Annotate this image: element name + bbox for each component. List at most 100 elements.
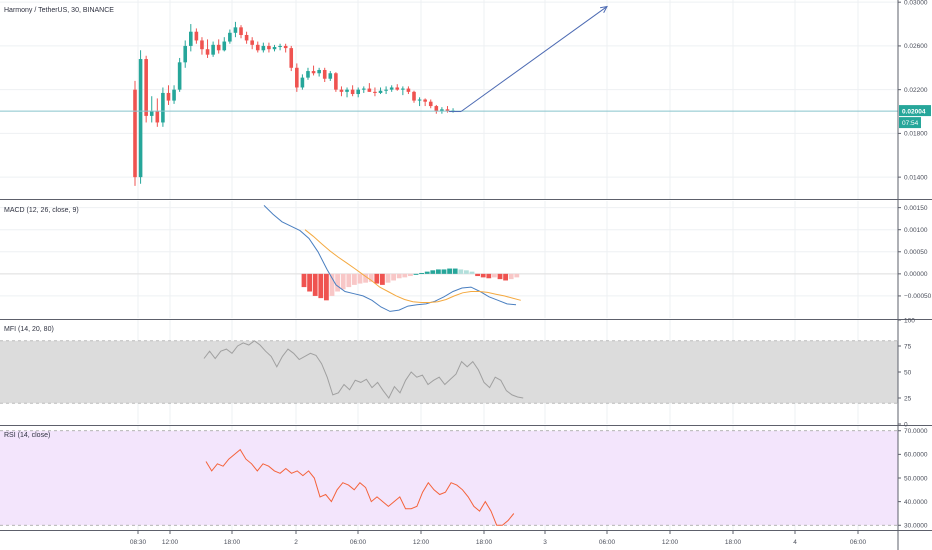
candle [300, 74, 305, 90]
countdown-badge [899, 117, 921, 129]
candle [255, 41, 260, 53]
macd-histogram-bar [380, 273, 385, 285]
candle-body [345, 89, 349, 92]
candle-body [255, 44, 260, 51]
candle-body [283, 45, 288, 49]
candle-body [239, 27, 243, 35]
candle-body [138, 59, 143, 178]
candle-body [261, 45, 266, 51]
candle-body [149, 111, 154, 116]
macd-histogram-bar [458, 269, 464, 274]
candle-body [367, 88, 372, 92]
macd-histogram-bar [497, 273, 503, 280]
candle [250, 37, 254, 50]
macd-histogram-bar [318, 273, 324, 299]
x-tick-label: 06:00 [599, 539, 616, 546]
x-tick-label: 18:00 [476, 539, 493, 546]
candle [378, 87, 383, 95]
candle-body [395, 87, 400, 90]
y-tick-label: 50 [904, 369, 912, 376]
candle-body [222, 41, 227, 51]
candle [261, 42, 266, 53]
macd-histogram-bar [475, 273, 480, 277]
y-tick-label: 70.0000 [904, 428, 928, 435]
candle-body [434, 106, 439, 112]
mfi-line [203, 340, 524, 399]
candle [161, 87, 165, 127]
candle-body [417, 99, 422, 101]
current-price-label: 0.02004 [902, 108, 926, 115]
mfi-band [0, 340, 898, 404]
candle-body [289, 48, 294, 68]
macd-line [263, 205, 517, 312]
macd-histogram-bar [385, 273, 391, 283]
candle-body [428, 101, 433, 107]
candle-body [267, 45, 271, 50]
y-tick-label: 0.00100 [904, 227, 928, 234]
candle-body [384, 89, 388, 91]
candle-body [401, 88, 405, 90]
y-tick-label: 60.0000 [904, 452, 928, 459]
y-tick-label: 30.0000 [904, 523, 928, 530]
candle [155, 98, 160, 127]
candle [278, 43, 282, 51]
candle-body [339, 89, 344, 92]
candle-body [205, 49, 210, 55]
macd-histogram-bar [335, 273, 340, 292]
candle-body [361, 88, 366, 90]
rsi-band [0, 430, 898, 526]
y-tick-label: 0.01800 [904, 131, 928, 138]
macd-histogram-bar [374, 273, 380, 284]
signal-line [304, 229, 521, 303]
y-tick-label: 40.0000 [904, 499, 928, 506]
macd-histogram-bar [430, 270, 436, 274]
candle [166, 85, 171, 105]
rsi-line [205, 448, 515, 526]
x-tick-label: 06:00 [350, 539, 367, 546]
macd-histogram-bar [503, 273, 508, 281]
candle-body [278, 45, 282, 48]
y-tick-label: 0.00150 [904, 205, 928, 212]
candle [267, 42, 271, 53]
macd-title: MACD (12, 26, close, 9) [4, 207, 79, 214]
y-tick-label: 100 [904, 317, 915, 324]
candle-body [166, 92, 171, 101]
candle-body [311, 71, 316, 74]
candle-body [334, 73, 338, 90]
macd-histogram-bar [391, 273, 396, 281]
x-tick-label: 12:00 [662, 539, 679, 546]
y-tick-label: 25 [904, 395, 912, 402]
macd-histogram-bar [469, 271, 475, 274]
candle [183, 40, 188, 68]
macd-histogram-bar [357, 273, 363, 284]
macd-histogram-bar [508, 273, 514, 280]
x-tick-label: 12:00 [162, 539, 179, 546]
y-tick-label: 0.00000 [904, 271, 928, 278]
candle [211, 41, 215, 57]
macd-histogram-bar [408, 273, 413, 277]
candle-body [177, 62, 182, 90]
macd-histogram-bar [413, 273, 419, 275]
pane-bg-price [0, 0, 898, 199]
current-price-badge [899, 105, 931, 117]
macd-histogram-bar [396, 273, 402, 279]
macd-histogram-bar [346, 273, 352, 288]
candle [233, 21, 238, 38]
macd-histogram-bar [436, 269, 441, 274]
candle [200, 37, 204, 55]
y-tick-label: 50.0000 [904, 475, 928, 482]
macd-histogram-bar [307, 273, 312, 292]
candle-body [295, 67, 299, 88]
candle-body [194, 31, 199, 41]
y-tick-label: 0.02200 [904, 87, 928, 94]
candle [406, 86, 411, 95]
candle-body [406, 88, 411, 92]
candle-body [445, 109, 450, 112]
macd-histogram-bar [329, 273, 335, 296]
candle-body [317, 69, 321, 74]
candle [395, 84, 400, 91]
candle [189, 24, 193, 52]
candle-body [233, 27, 238, 33]
candle [149, 96, 154, 123]
